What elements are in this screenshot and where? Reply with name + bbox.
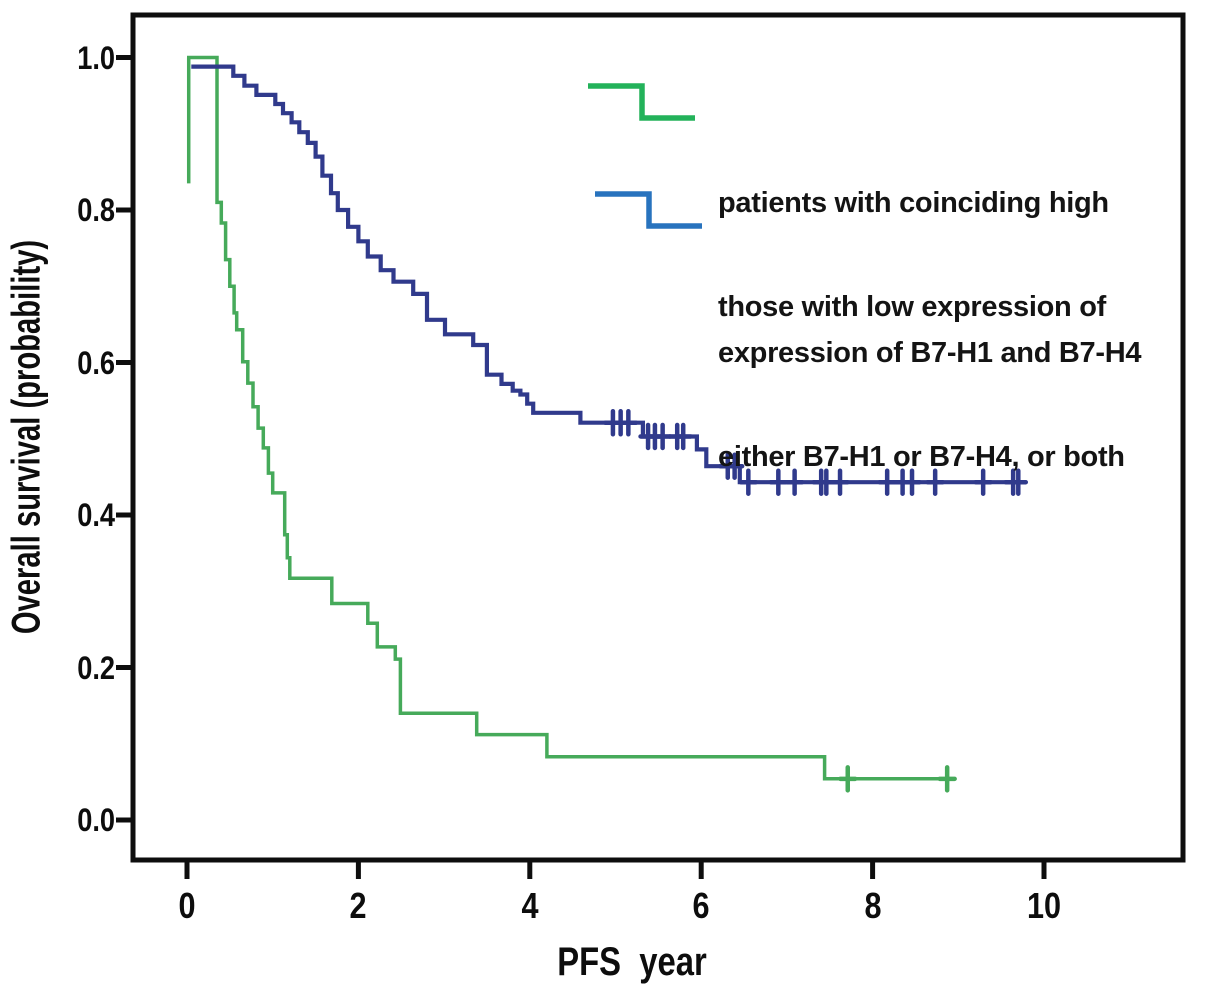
censor-marks-low-expression-group — [603, 408, 1029, 496]
survival-curve-high-coexpression-group — [186, 55, 948, 781]
y-tick-label: 1.0 — [77, 39, 115, 76]
y-axis-title: Overall survival (probability) — [4, 239, 49, 635]
y-tick-label: 0.4 — [77, 497, 115, 533]
x-tick-label: 0 — [178, 885, 196, 926]
censor-marks-high-coexpression-group — [837, 765, 957, 793]
x-tick-label: 4 — [521, 885, 539, 926]
survival-curve-low-expression-group — [191, 64, 1026, 485]
x-axis-title: PFS year — [557, 940, 707, 984]
x-tick-label: 6 — [692, 885, 710, 926]
y-tick-label: 0.6 — [77, 344, 115, 381]
y-axis-ticks — [116, 55, 132, 823]
x-tick-label: 10 — [1026, 885, 1062, 926]
x-axis-ticks — [184, 861, 1047, 879]
y-tick-label: 0.8 — [77, 192, 115, 228]
x-tick-label: 2 — [349, 885, 367, 926]
y-tick-label: 0.0 — [77, 802, 115, 838]
y-tick-label: 0.2 — [77, 649, 115, 686]
plot-frame — [130, 12, 1186, 863]
x-tick-label: 8 — [864, 885, 882, 926]
